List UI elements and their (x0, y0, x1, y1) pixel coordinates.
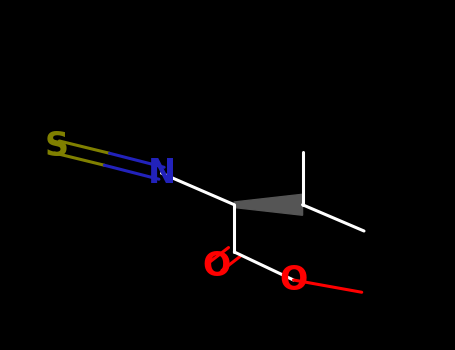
Text: O: O (202, 250, 230, 282)
Text: S: S (45, 131, 69, 163)
Text: N: N (147, 157, 176, 190)
Polygon shape (234, 194, 303, 215)
Text: O: O (279, 264, 308, 296)
